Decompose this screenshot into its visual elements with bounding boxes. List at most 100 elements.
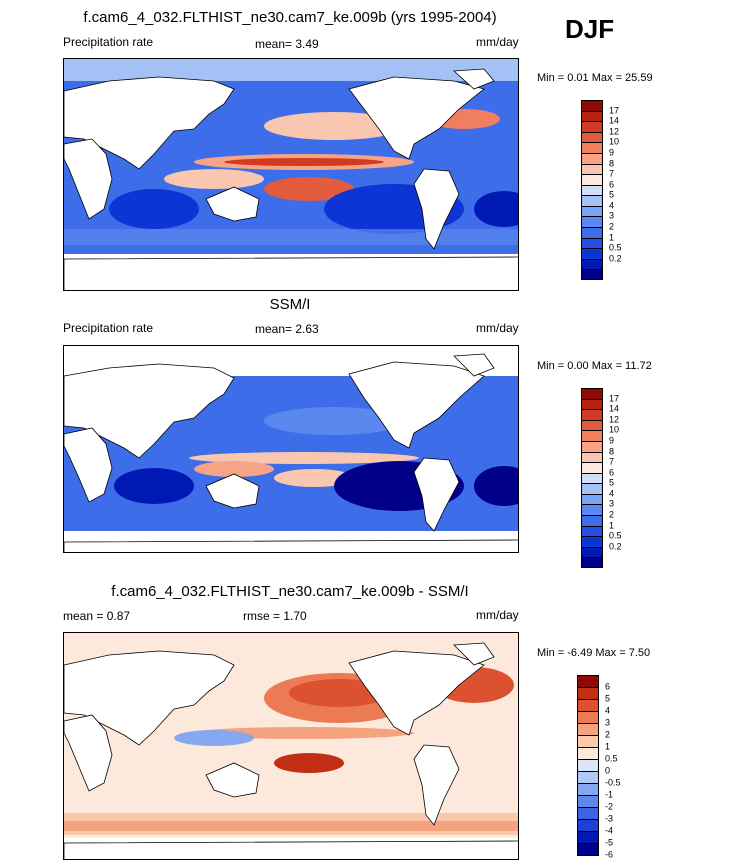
colorbar-swatch [581,462,603,474]
colorbar-swatch [581,472,603,484]
colorbar-tick-label: -5 [605,837,614,848]
colorbar-swatch [581,536,603,548]
colorbar-swatch [577,819,599,832]
colorbar-swatch [581,504,603,516]
colorbar-tick-label: 14 [609,403,620,414]
map-2-maritime [194,461,274,477]
colorbar-tick-label: 17 [609,105,620,116]
map-1-maritime-continent [164,169,264,189]
colorbar-tick-label: 4 [605,705,611,716]
colorbar-tick-label: -4 [605,825,614,836]
colorbar-swatch [581,483,603,495]
map-3-south-america [413,744,460,826]
map-1-indian-dry [109,189,199,229]
colorbar-tick-label: 1 [605,741,611,752]
map-2-australia [205,473,260,509]
colorbar-swatch [581,163,603,175]
colorbar-swatch [581,248,603,260]
colorbar-swatch [581,546,603,558]
colorbar-swatch [581,515,603,527]
colorbar-tick-label: 5 [609,477,615,488]
colorbar-tick-label: 3 [605,717,611,728]
map-2-africa [64,427,113,503]
colorbar-tick-label: 2 [605,729,611,740]
colorbar-swatch [581,419,603,431]
panel-3-units: mm/day [476,608,519,622]
colorbar-tick-label: 7 [609,456,615,467]
panel-2-title: SSM/I [269,296,311,313]
colorbar-tick-label: 6 [605,681,611,692]
colorbar-tick-label: 12 [609,126,620,137]
map-1-australia [205,186,260,222]
colorbar-tick-label: 0 [605,765,611,776]
map-1-greenland [453,68,495,90]
colorbar-swatch [581,184,603,196]
colorbar-tick-label: 2 [609,221,615,232]
colorbar-swatch [577,699,599,712]
colorbar-swatch [581,195,603,207]
map-1-north-polar [64,59,518,81]
map-3-npacific-core [289,679,389,707]
panel-2-map [63,345,519,553]
map-2-satlantic-dry [474,466,518,506]
panel-2-units: mm/day [476,321,519,335]
colorbar-swatch [581,216,603,228]
map-2-spcz [274,469,354,487]
map-3-north-america [348,650,485,736]
map-1-itcz-core [224,158,384,166]
colorbar-tick-label: 14 [609,115,620,126]
map-2-npacific [264,407,404,435]
colorbar-tick-label: 8 [609,158,615,169]
panel-2-mean: mean= 2.63 [255,322,319,336]
panel-3-colorbar: 6 5 4 3 2 1 0.5 0 -0.5 -1 -2 -3 -4 -5 -6 [577,675,621,859]
colorbar-swatch [581,131,603,143]
colorbar-tick-label: 6 [609,179,615,190]
map-1-satlantic-dry [474,191,518,227]
map-1-npacific-storm-track [264,112,404,140]
colorbar-tick-label: 0.5 [605,753,618,764]
map-3-antarctica [64,840,518,859]
season-label: DJF [565,14,615,44]
colorbar-swatch [581,100,603,112]
colorbar-swatch [577,771,599,784]
colorbar-swatch [581,258,603,270]
map-3-australia [205,762,260,798]
panel-1-title: f.cam6_4_032.FLTHIST_ne30.cam7_ke.009b (… [83,9,497,26]
colorbar-tick-label: 4 [609,200,615,211]
colorbar-swatch [577,807,599,820]
colorbar-tick-label: -0.5 [605,777,621,788]
colorbar-tick-label: 6 [609,467,615,478]
panel-1-units: mm/day [476,35,519,49]
colorbar-swatch [581,237,603,249]
colorbar-swatch [581,121,603,133]
panel-3-rmse: rmse = 1.70 [243,609,307,623]
map-2-itcz [189,452,419,464]
colorbar-tick-label: 12 [609,414,620,425]
colorbar-tick-label: 0.2 [609,253,622,264]
panel-1-colorbar: 17 14 12 10 9 8 7 6 5 4 3 2 1 0.5 0.2 [581,100,622,281]
map-3-southern-ocean-core [64,821,518,831]
colorbar-swatch [577,675,599,688]
colorbar-tick-label: -2 [605,801,614,812]
colorbar-swatch [581,174,603,186]
colorbar-swatch [581,430,603,442]
panel-2-colorbar: 17 14 12 10 9 8 7 6 5 4 3 2 1 0.5 0.2 [581,388,622,569]
map-3-maritime-bias [174,730,254,746]
map-2-indian-dry [114,468,194,504]
colorbar-tick-label: 9 [609,147,615,158]
colorbar-tick-label: -6 [605,849,614,860]
colorbar-swatch [581,110,603,122]
colorbar-swatch [577,747,599,760]
map-3-africa [64,714,113,792]
colorbar-tick-label: 0.5 [609,242,622,253]
panel-3-title: f.cam6_4_032.FLTHIST_ne30.cam7_ke.009b -… [111,583,469,600]
colorbar-swatch [581,451,603,463]
colorbar-swatch [581,142,603,154]
colorbar-tick-label: 2 [609,509,615,520]
colorbar-swatch [577,783,599,796]
colorbar-swatch [581,557,603,569]
colorbar-swatch [581,493,603,505]
panel-2-minmax: Min = 0.00 Max = 11.72 [537,360,652,372]
colorbar-tick-label: 5 [605,693,611,704]
map-1-spcz [264,177,354,201]
